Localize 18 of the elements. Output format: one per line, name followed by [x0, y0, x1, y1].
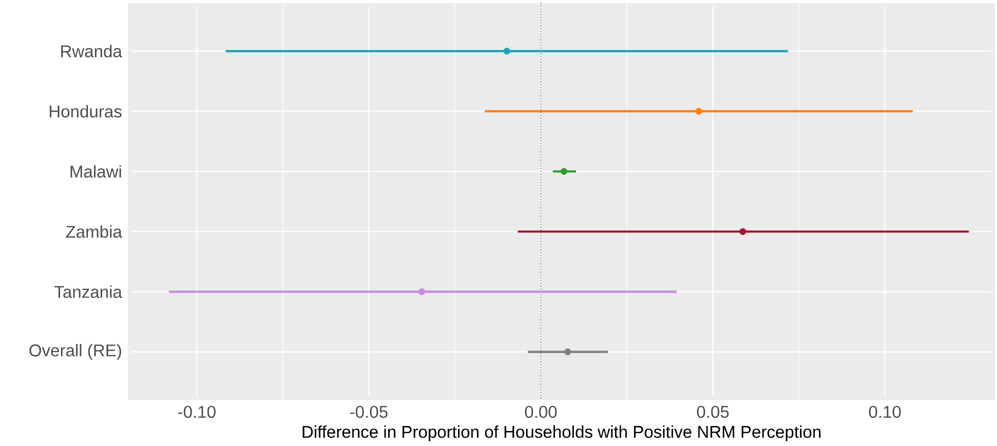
y-tick-label: Tanzania [54, 285, 122, 298]
x-axis-title: Difference in Proportion of Households with Positive NRM Perception [302, 425, 820, 442]
point [739, 228, 746, 235]
x-tick-label: 0.05 [696, 406, 729, 418]
y-tick-label: Rwanda [61, 44, 122, 58]
point [560, 168, 568, 175]
y-tick-label: Zambia [66, 225, 122, 238]
y-tick-label: Malawi [70, 165, 121, 178]
x-tick-label: -0.05 [350, 406, 388, 418]
point [564, 348, 572, 356]
x-tick-label: 0.10 [869, 406, 901, 418]
y-tick-label: Honduras [50, 105, 122, 118]
point [418, 288, 426, 296]
x-tick-label: -0.10 [178, 406, 216, 418]
point [695, 108, 702, 115]
x-tick-label: 0.00 [524, 406, 557, 418]
y-tick-label: Overall (RE) [29, 344, 122, 360]
point [503, 48, 510, 55]
